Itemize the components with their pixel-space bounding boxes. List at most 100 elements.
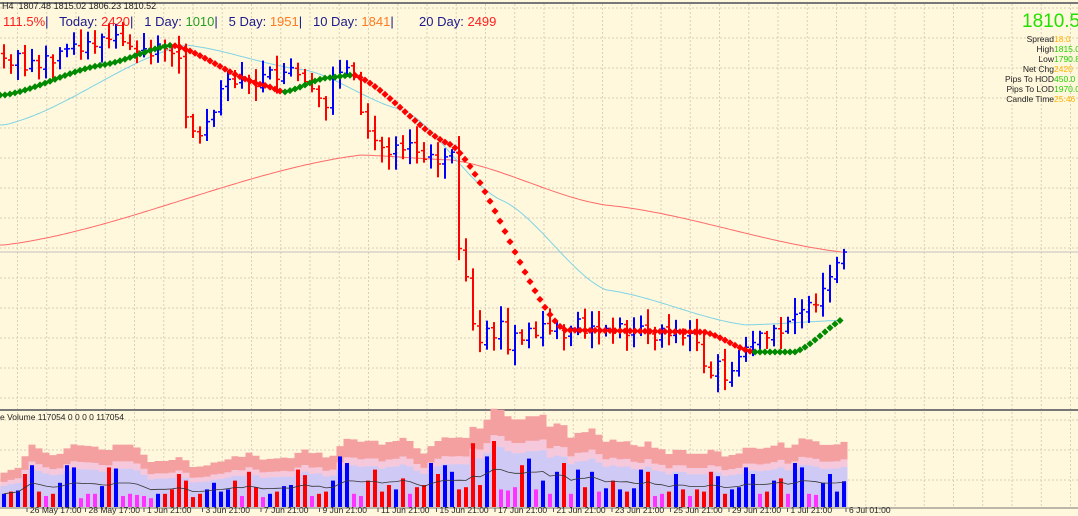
volume-bar (618, 489, 622, 507)
trend-dot (551, 317, 559, 325)
trend-dot (186, 47, 194, 55)
trend-dot (331, 73, 339, 81)
volume-bar (198, 493, 202, 507)
time-label: 29 Jun 21:00 (732, 505, 782, 515)
info-row: Net Chg 2420 (1005, 64, 1078, 74)
volume-bar (9, 491, 13, 507)
pct-value: 111.5% (3, 14, 46, 29)
volume-bar (492, 441, 496, 507)
trend-dot (806, 340, 814, 348)
trend-dot (296, 83, 304, 91)
volume-bar (793, 463, 797, 507)
trend-dot (786, 348, 794, 356)
d1-label: 1 Day: (144, 14, 182, 29)
d10-label: 10 Day: (312, 14, 358, 29)
trend-dot (326, 74, 334, 82)
trend-dot (556, 322, 564, 330)
info-value: 1970.0 (1054, 84, 1078, 94)
trend-dot (91, 62, 99, 70)
trend-dot (511, 248, 519, 256)
chart-header: H4 1807.48 1815.02 1806.23 1810.52 (2, 1, 156, 12)
trend-dot (356, 73, 364, 81)
trend-dot (661, 327, 669, 336)
time-label: 6 Jul 01:00 (849, 505, 891, 515)
trend-dot (106, 59, 114, 68)
trend-dot (416, 121, 424, 129)
trend-dot (536, 295, 544, 303)
trend-dot (781, 348, 789, 356)
d20-label: 20 Day: (419, 14, 464, 29)
trend-dot (521, 268, 529, 276)
volume-bar (632, 488, 636, 507)
trend-dot (391, 99, 399, 107)
trend-dot (191, 49, 199, 57)
volume-bar (79, 498, 83, 507)
volume-bar (835, 491, 839, 507)
trend-dot (541, 303, 549, 311)
volume-bar (660, 493, 664, 507)
separator: | (130, 14, 134, 29)
trend-dot (341, 72, 349, 80)
volume-bar (170, 489, 174, 507)
trend-dot (231, 70, 239, 78)
d5-value: 1951 (269, 14, 299, 29)
info-label: Pips To LOD (1006, 84, 1054, 94)
trend-dot (101, 60, 109, 69)
volume-bar (807, 493, 811, 507)
trend-dot (316, 75, 324, 83)
info-row: Pips To HOD 450.0 (1005, 74, 1078, 84)
volume-bar (653, 496, 657, 507)
volume-bar (842, 481, 846, 507)
trend-dot (506, 238, 514, 246)
trend-dot (256, 80, 264, 88)
volume-bar (814, 494, 818, 507)
volume-bar (611, 480, 615, 507)
volume-bar (191, 497, 195, 507)
info-value: 450.0 (1054, 74, 1076, 84)
trend-dot (616, 327, 624, 335)
volume-bar (401, 478, 405, 507)
volume-indicator-label: e Volume 117054 0 0 0 0 117054 (0, 412, 124, 422)
trend-dot (461, 155, 469, 163)
volume-bar (324, 491, 328, 507)
volume-bar (506, 490, 510, 507)
trend-dot (381, 90, 389, 98)
trend-dot (201, 54, 209, 62)
today-value: 2420 (101, 14, 131, 29)
trend-dot (561, 326, 569, 334)
trend-dot (411, 117, 419, 125)
time-label: 7 Jun 21:00 (264, 505, 309, 515)
trend-dot (151, 45, 159, 53)
info-label: Pips To HOD (1005, 74, 1054, 84)
trend-dot (236, 73, 244, 81)
trend-dot (606, 327, 614, 335)
volume-bar (604, 488, 608, 507)
trend-dot (166, 41, 174, 49)
volume-bar (275, 491, 279, 507)
trend-dot (221, 65, 229, 73)
volume-bar (548, 493, 552, 507)
trend-dot (111, 58, 119, 66)
volume-bar (93, 493, 97, 507)
volume-bar (765, 491, 769, 507)
trend-dot (821, 328, 829, 336)
time-label: 15 Jun 21:00 (439, 505, 489, 515)
trend-dot (711, 331, 719, 340)
separator: | (45, 14, 49, 29)
volume-bar (37, 491, 41, 507)
volume-bar (520, 465, 524, 507)
trend-dot (496, 217, 504, 225)
volume-bar (331, 480, 335, 507)
trend-dot (826, 324, 834, 332)
trend-dot (211, 60, 219, 68)
trend-dot (581, 326, 589, 334)
trend-dot (636, 327, 644, 335)
trend-dot (591, 326, 599, 334)
volume-bar (422, 485, 426, 507)
volume-bar (471, 443, 475, 507)
volume-bar (359, 496, 363, 507)
volume-bar (219, 491, 223, 507)
range-stats: 111.5%| Today: 2420| 1 Day: 1010| 5 Day:… (3, 14, 496, 29)
